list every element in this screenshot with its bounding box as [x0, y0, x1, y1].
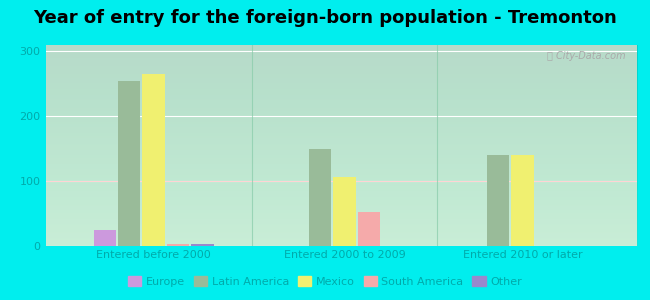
Bar	[358, 212, 380, 246]
Bar	[118, 81, 140, 246]
Bar	[192, 244, 214, 246]
Bar	[167, 244, 189, 246]
Bar	[94, 230, 116, 246]
Bar	[309, 149, 331, 246]
Text: ⓘ City-Data.com: ⓘ City-Data.com	[547, 51, 625, 61]
Text: Year of entry for the foreign-born population - Tremonton: Year of entry for the foreign-born popul…	[33, 9, 617, 27]
Bar	[333, 177, 356, 246]
Bar	[512, 155, 534, 246]
Bar	[487, 155, 509, 246]
Bar	[142, 74, 164, 246]
Legend: Europe, Latin America, Mexico, South America, Other: Europe, Latin America, Mexico, South Ame…	[124, 272, 526, 291]
